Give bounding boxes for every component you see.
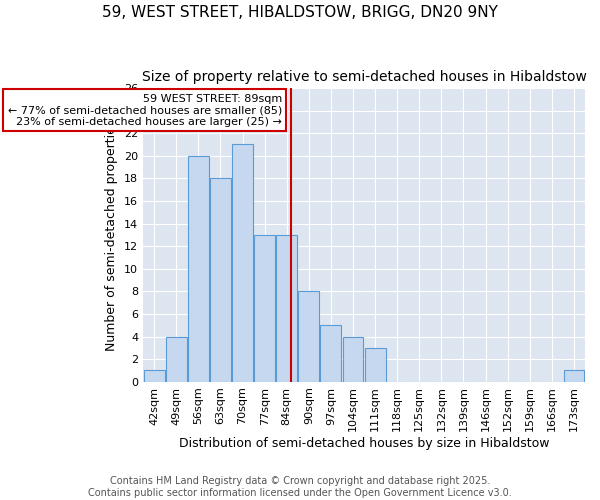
Bar bbox=[166, 336, 187, 382]
Text: Contains HM Land Registry data © Crown copyright and database right 2025.
Contai: Contains HM Land Registry data © Crown c… bbox=[88, 476, 512, 498]
Title: Size of property relative to semi-detached houses in Hibaldstow: Size of property relative to semi-detach… bbox=[142, 70, 586, 84]
X-axis label: Distribution of semi-detached houses by size in Hibaldstow: Distribution of semi-detached houses by … bbox=[179, 437, 550, 450]
Bar bbox=[232, 144, 253, 382]
Bar bbox=[298, 292, 319, 382]
Bar bbox=[320, 325, 341, 382]
Bar bbox=[365, 348, 386, 382]
Y-axis label: Number of semi-detached properties: Number of semi-detached properties bbox=[106, 119, 118, 350]
Bar bbox=[343, 336, 364, 382]
Bar bbox=[188, 156, 209, 382]
Bar bbox=[210, 178, 231, 382]
Bar bbox=[563, 370, 584, 382]
Bar bbox=[144, 370, 164, 382]
Bar bbox=[254, 235, 275, 382]
Text: 59, WEST STREET, HIBALDSTOW, BRIGG, DN20 9NY: 59, WEST STREET, HIBALDSTOW, BRIGG, DN20… bbox=[102, 5, 498, 20]
Bar bbox=[277, 235, 297, 382]
Text: 59 WEST STREET: 89sqm
← 77% of semi-detached houses are smaller (85)
23% of semi: 59 WEST STREET: 89sqm ← 77% of semi-deta… bbox=[8, 94, 282, 127]
